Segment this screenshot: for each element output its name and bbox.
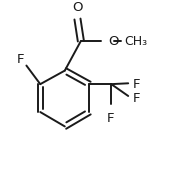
Text: F: F [107, 112, 114, 125]
Text: F: F [133, 92, 141, 105]
Text: O: O [72, 1, 83, 14]
Text: F: F [17, 53, 25, 66]
Text: O: O [108, 35, 118, 48]
Text: CH₃: CH₃ [124, 35, 147, 48]
Text: F: F [133, 78, 141, 91]
